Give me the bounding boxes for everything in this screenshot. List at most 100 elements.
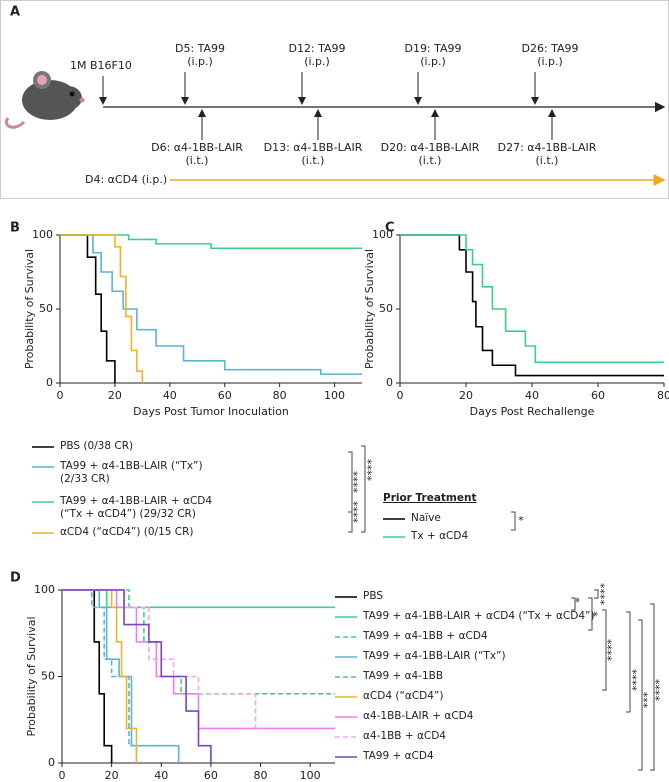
- legend-swatch: [32, 532, 54, 534]
- legend-swatch: [335, 756, 357, 758]
- dose-label: D19: TA99: [404, 42, 461, 55]
- legend-item: α4-1BB + αCD4: [335, 730, 605, 743]
- survival-curve: [62, 589, 335, 609]
- legend-swatch: [335, 676, 357, 678]
- survival-curve: [62, 589, 180, 763]
- y-tick-label: 100: [372, 228, 393, 241]
- survival-curve: [62, 589, 335, 695]
- legend-label: PBS: [363, 590, 384, 602]
- significance-bracket: [511, 511, 516, 531]
- route-label: (i.p.): [304, 55, 330, 68]
- legend-swatch: [32, 466, 54, 468]
- significance-label: *: [518, 514, 524, 527]
- legend-item: TA99 + α4-1BB: [335, 670, 605, 683]
- y-axis-title: Probability of Survival: [363, 249, 376, 369]
- legend-label: TA99 + αCD4: [363, 750, 434, 762]
- legend-swatch: [335, 636, 357, 638]
- dose-label: D12: TA99: [288, 42, 345, 55]
- legend-swatch: [335, 736, 357, 738]
- dose-label: D5: TA99: [175, 42, 225, 55]
- survival-curve: [60, 234, 362, 375]
- legend-item: αCD4 (“αCD4”) (0/15 CR): [32, 526, 222, 539]
- legend-item: TA99 + α4-1BB-LAIR + αCD4 (“Tx + αCD4”): [335, 610, 605, 623]
- panel-frame: [0, 0, 669, 199]
- legend-item: α4-1BB-LAIR + αCD4: [335, 710, 605, 723]
- significance-label: ***: [641, 691, 654, 708]
- significance-label: ****: [598, 583, 611, 606]
- legend-label: αCD4 (“αCD4”) (0/15 CR): [60, 526, 194, 538]
- legend-swatch: [383, 536, 405, 538]
- route-label: (i.t.): [536, 154, 559, 167]
- panel-label: B: [10, 221, 20, 236]
- y-axis-title: Probability of Survival: [23, 249, 36, 369]
- y-tick-label: 0: [48, 756, 55, 769]
- significance-bracket: [361, 445, 366, 533]
- legend-label: TA99 + α4-1BB-LAIR (“Tx”): [363, 650, 506, 662]
- legend-swatch: [335, 616, 357, 618]
- y-tick-label: 50: [39, 302, 53, 315]
- x-axis-title: Days Post Tumor Inoculation: [133, 405, 289, 418]
- legend-item: TA99 + α4-1BB-LAIR (“Tx”) (2/33 CR): [32, 460, 222, 486]
- significance-bracket: [626, 611, 631, 713]
- legend-item: TA99 + αCD4: [335, 750, 605, 763]
- legend-item: TA99 + α4-1BB + αCD4: [335, 630, 605, 643]
- panel-label: C: [385, 221, 395, 236]
- legend-label: Tx + αCD4: [411, 530, 469, 542]
- panel-label: A: [10, 5, 20, 20]
- legend-swatch: [32, 446, 54, 448]
- y-tick-label: 50: [41, 670, 55, 683]
- x-tick-label: 40: [154, 769, 168, 782]
- dose-label: D13: α4-1BB-LAIR: [264, 141, 363, 154]
- legend-title: Prior Treatment: [383, 492, 477, 504]
- significance-label: *: [573, 597, 586, 603]
- dose-label: D6: α4-1BB-LAIR: [151, 141, 243, 154]
- legend-item: PBS: [335, 590, 605, 603]
- x-tick-label: 0: [397, 389, 404, 402]
- survival-curve: [60, 234, 144, 383]
- legend-swatch: [335, 716, 357, 718]
- significance-label: ****: [630, 669, 643, 692]
- legend-swatch: [335, 696, 357, 698]
- legend-item: PBS (0/38 CR): [32, 440, 222, 453]
- significance-label: *: [591, 611, 604, 617]
- x-tick-label: 60: [204, 769, 218, 782]
- x-tick-label: 0: [59, 769, 66, 782]
- panel-label: D: [10, 571, 21, 586]
- legend-label: PBS (0/38 CR): [60, 440, 134, 452]
- y-tick-label: 0: [386, 376, 393, 389]
- x-tick-label: 60: [218, 389, 232, 402]
- x-tick-label: 100: [300, 769, 321, 782]
- x-tick-label: 80: [254, 769, 268, 782]
- x-tick-label: 80: [657, 389, 669, 402]
- x-tick-label: 0: [57, 389, 64, 402]
- survival-curve: [60, 234, 362, 250]
- y-axis-title: Probability of Survival: [25, 616, 38, 736]
- route-label: (i.p.): [187, 55, 213, 68]
- survival-curve: [62, 589, 138, 763]
- legend-item: Naïve: [383, 512, 503, 525]
- x-tick-label: 20: [459, 389, 473, 402]
- legend-item: TA99 + α4-1BB-LAIR + αCD4 (“Tx + αCD4”) …: [32, 495, 222, 521]
- legend-label: Naïve: [411, 512, 441, 524]
- x-tick-label: 40: [163, 389, 177, 402]
- route-label: (i.t.): [186, 154, 209, 167]
- x-tick-label: 60: [591, 389, 605, 402]
- legend-swatch: [383, 518, 405, 520]
- x-tick-label: 20: [105, 769, 119, 782]
- route-label: (i.p.): [420, 55, 446, 68]
- x-tick-label: 80: [273, 389, 287, 402]
- y-tick-label: 100: [34, 583, 55, 596]
- dose-label: D26: TA99: [521, 42, 578, 55]
- route-label: (i.t.): [302, 154, 325, 167]
- survival-curve: [62, 589, 212, 763]
- dose-label: D27: α4-1BB-LAIR: [498, 141, 597, 154]
- significance-label: ****: [351, 471, 364, 494]
- survival-curve: [400, 234, 664, 364]
- survival-curve: [60, 234, 116, 383]
- legend-label: TA99 + α4-1BB-LAIR + αCD4 (“Tx + αCD4”): [363, 610, 595, 622]
- legend-label: αCD4 (“αCD4”): [363, 690, 444, 702]
- legend-label: TA99 + α4-1BB: [363, 670, 444, 682]
- legend-label: TA99 + α4-1BB-LAIR (“Tx”) (2/33 CR): [60, 460, 203, 485]
- survival-curve: [62, 589, 138, 763]
